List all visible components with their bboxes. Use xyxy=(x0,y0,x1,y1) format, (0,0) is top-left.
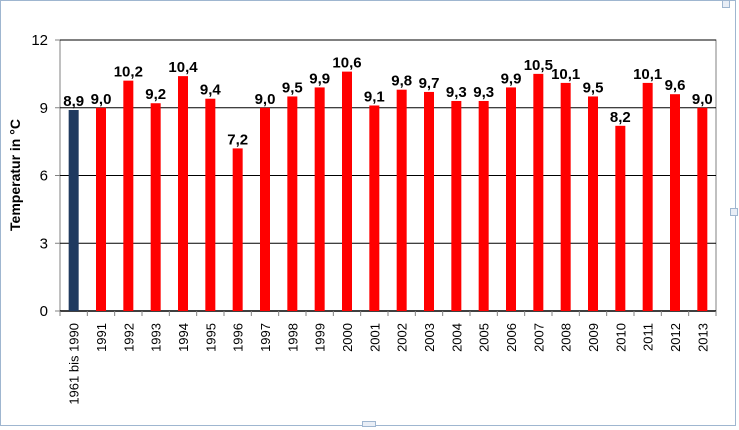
data-label: 9,8 xyxy=(391,73,412,90)
bar-1992 xyxy=(123,80,134,312)
bar-2001 xyxy=(369,105,380,311)
bar-1999 xyxy=(314,87,325,311)
data-label: 9,9 xyxy=(309,70,330,87)
data-label: 10,1 xyxy=(633,66,662,83)
bar-1998 xyxy=(287,96,298,311)
category-label: 2002 xyxy=(395,323,410,352)
data-label: 10,6 xyxy=(332,55,361,72)
bar-2010 xyxy=(615,125,626,311)
category-label: 1992 xyxy=(121,323,136,352)
bar-2002 xyxy=(396,89,407,311)
bar-2003 xyxy=(424,91,434,311)
data-label: 9,9 xyxy=(501,70,522,87)
data-label: 9,7 xyxy=(419,75,440,92)
bar-2008 xyxy=(560,82,571,312)
category-label: 2004 xyxy=(449,323,464,352)
category-label: 2006 xyxy=(504,323,519,352)
data-label: 9,0 xyxy=(692,91,713,108)
category-label: 1996 xyxy=(231,323,246,352)
y-tick-label: 12 xyxy=(31,32,48,49)
data-label: 10,2 xyxy=(114,64,143,81)
bar-2004 xyxy=(451,100,462,311)
y-tick-label: 9 xyxy=(40,100,48,117)
category-label: 2013 xyxy=(695,323,710,352)
data-label: 9,5 xyxy=(282,79,303,96)
y-axis-title: Temperatur in °C xyxy=(7,119,23,231)
data-label: 9,3 xyxy=(473,84,494,101)
category-label: 1961 bis 1990 xyxy=(67,323,82,405)
data-label: 8,2 xyxy=(610,109,631,126)
data-label: 9,6 xyxy=(665,77,686,94)
category-label: 2012 xyxy=(668,323,683,352)
data-label: 7,2 xyxy=(227,131,248,148)
data-label: 9,5 xyxy=(583,79,604,96)
resize-handle-bottom[interactable] xyxy=(362,421,376,427)
category-label: 2005 xyxy=(477,323,492,352)
resize-handle-top-right[interactable] xyxy=(722,0,730,8)
category-label: 1997 xyxy=(258,323,273,352)
data-label: 8,9 xyxy=(63,93,84,110)
bar-2011 xyxy=(642,82,653,312)
bar-1991 xyxy=(96,107,106,311)
category-label: 2000 xyxy=(340,323,355,352)
data-label: 10,1 xyxy=(551,66,580,83)
data-labels: 8,9 9,010,29,210,49,47,29,09,59,910,69,19… xyxy=(63,55,713,149)
resize-handle-right[interactable] xyxy=(730,208,738,216)
category-label: 2011 xyxy=(641,323,656,351)
bar-1995 xyxy=(205,98,216,311)
category-label: 1995 xyxy=(203,323,218,352)
category-label: 2010 xyxy=(613,323,628,352)
bar-2005 xyxy=(478,100,489,311)
data-label: 9,0 xyxy=(255,91,276,108)
category-label: 2003 xyxy=(422,323,437,352)
bar-1994 xyxy=(178,76,188,311)
category-label: 1999 xyxy=(313,323,328,352)
data-label: 10,5 xyxy=(524,57,553,74)
bars xyxy=(68,71,708,312)
bar-2000 xyxy=(342,71,352,311)
data-label: 9,3 xyxy=(446,84,467,101)
category-label: 1994 xyxy=(176,323,191,352)
category-label: 2001 xyxy=(367,323,382,352)
data-label: 10,4 xyxy=(168,59,198,76)
bar-2009 xyxy=(588,96,598,311)
gridlines xyxy=(55,39,717,316)
y-tick-label: 3 xyxy=(40,235,48,252)
category-label: 1993 xyxy=(149,323,164,352)
bar-2012 xyxy=(670,94,680,311)
data-label: 9,0 xyxy=(91,91,112,108)
bar-1961-bis-1990 xyxy=(68,110,79,311)
category-label: 1998 xyxy=(285,323,300,352)
y-tick-label: 0 xyxy=(40,303,48,320)
data-label: 9,1 xyxy=(364,88,385,105)
bar-1997 xyxy=(260,107,270,311)
bar-2006 xyxy=(506,87,516,311)
category-label: 1991 xyxy=(94,323,109,352)
y-tick-labels: 0 3 6 9 12 xyxy=(31,32,48,320)
bar-2007 xyxy=(533,73,544,311)
bar-1993 xyxy=(150,103,161,311)
data-label: 9,4 xyxy=(200,82,222,99)
bar-1996 xyxy=(232,148,243,311)
category-label: 2009 xyxy=(586,323,601,352)
category-label: 2007 xyxy=(531,323,546,352)
bar-2013 xyxy=(697,107,708,311)
category-labels: 1961 bis 1990 1991 1992 1993 1994 1995 1996 199… xyxy=(67,323,711,405)
category-label: 2008 xyxy=(559,323,574,352)
y-tick-label: 6 xyxy=(40,168,48,185)
data-label: 9,2 xyxy=(145,86,166,103)
